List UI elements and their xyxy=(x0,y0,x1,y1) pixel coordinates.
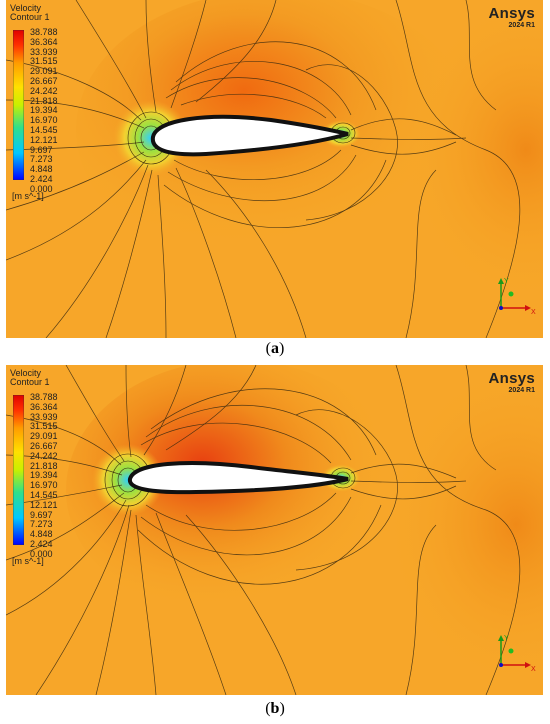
legend-unit: [m s^-1] xyxy=(12,556,44,566)
tick-label: 19.394 xyxy=(30,105,58,116)
logo-name: Ansys xyxy=(488,5,535,22)
tick-label: 9.697 xyxy=(30,144,53,155)
colorbar xyxy=(13,395,24,545)
tick-label: 24.242 xyxy=(30,85,58,96)
contour-panel-a: Velocity Contour 1 38.788 36.364 33. xyxy=(6,0,543,338)
tick-label: 7.273 xyxy=(30,154,53,165)
ansys-logo: Ansys 2024 R1 xyxy=(488,371,535,395)
tick-label: 26.667 xyxy=(30,441,58,451)
ansys-logo: Ansys 2024 R1 xyxy=(488,6,535,30)
caption-label: a xyxy=(271,340,279,357)
caption-label: b xyxy=(270,700,280,717)
tick-label: 33.939 xyxy=(30,46,58,57)
caption-b: (b) xyxy=(0,700,550,718)
axis-x-label: X xyxy=(531,309,536,316)
tick-label: 14.545 xyxy=(30,490,58,500)
tick-label: 4.848 xyxy=(30,164,53,175)
axis-triad-icon: Y X xyxy=(498,635,536,673)
tick-label: 33.939 xyxy=(30,411,58,422)
velocity-contour-field xyxy=(6,0,543,338)
logo-version: 2024 R1 xyxy=(508,387,535,394)
legend-subtitle: Contour 1 xyxy=(10,377,50,387)
axis-y-label: Y xyxy=(504,635,509,642)
caption-close: ) xyxy=(279,340,285,357)
tick-label: 29.091 xyxy=(30,431,58,442)
logo-name: Ansys xyxy=(488,370,535,387)
legend-unit: [m s^-1] xyxy=(12,191,44,201)
tick-label: 2.424 xyxy=(30,539,53,549)
velocity-contour-field xyxy=(6,365,543,695)
colorbar xyxy=(13,30,24,180)
axis-triad-icon: Y X xyxy=(498,278,536,316)
color-legend: Velocity Contour 1 38.788 36.364 33. xyxy=(10,368,58,567)
tick-label: 0.000 xyxy=(30,183,53,194)
tick-label: 24.242 xyxy=(30,450,58,461)
color-legend: Velocity Contour 1 38.788 36.364 33. xyxy=(10,3,58,202)
legend-subtitle: Contour 1 xyxy=(10,12,50,22)
axis-y-label: Y xyxy=(504,278,509,285)
axis-x-label: X xyxy=(531,666,536,673)
tick-label: 36.364 xyxy=(30,401,58,412)
tick-label: 31.515 xyxy=(30,421,58,432)
contour-panel-b: Velocity Contour 1 38.788 36.364 33. xyxy=(6,365,543,695)
tick-label: 16.970 xyxy=(30,480,58,491)
tick-label: 12.121 xyxy=(30,499,58,510)
tick-label: 14.545 xyxy=(30,125,58,135)
tick-label: 0.000 xyxy=(30,548,53,559)
legend-title: Velocity xyxy=(10,368,42,378)
tick-label: 4.848 xyxy=(30,529,53,540)
tick-label: 29.091 xyxy=(30,66,58,77)
tick-label: 2.424 xyxy=(30,174,53,184)
tick-label: 38.788 xyxy=(30,27,58,37)
tick-label: 19.394 xyxy=(30,470,58,481)
tick-label: 21.818 xyxy=(30,460,58,471)
caption-close: ) xyxy=(279,700,285,717)
tick-label: 12.121 xyxy=(30,134,58,145)
tick-label: 38.788 xyxy=(30,392,58,402)
tick-label: 26.667 xyxy=(30,76,58,86)
caption-a: (a) xyxy=(0,340,550,358)
legend-title: Velocity xyxy=(10,3,42,13)
caption-open: ( xyxy=(265,700,271,717)
tick-label: 36.364 xyxy=(30,36,58,47)
tick-label: 16.970 xyxy=(30,115,58,126)
logo-version: 2024 R1 xyxy=(508,22,535,29)
caption-open: ( xyxy=(265,340,271,357)
tick-label: 31.515 xyxy=(30,56,58,67)
tick-label: 21.818 xyxy=(30,95,58,106)
tick-label: 9.697 xyxy=(30,509,53,520)
tick-label: 7.273 xyxy=(30,519,53,530)
